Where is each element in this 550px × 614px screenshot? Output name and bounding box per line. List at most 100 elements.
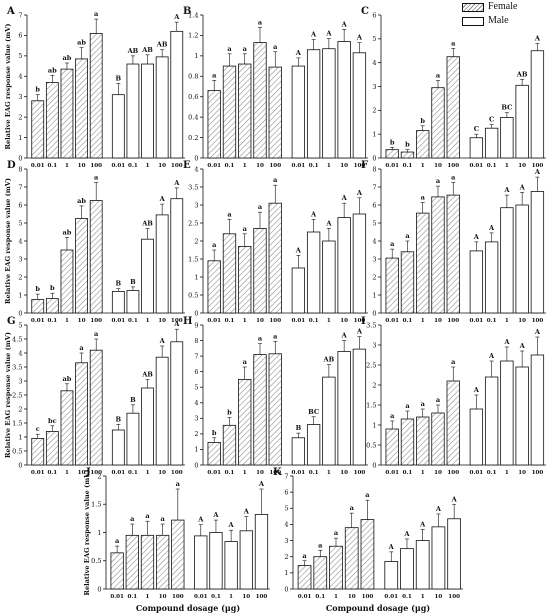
significance-letter: a bbox=[258, 203, 263, 211]
significance-letter: A bbox=[258, 480, 265, 488]
male-bar bbox=[530, 50, 545, 159]
significance-letter: B bbox=[130, 278, 136, 286]
chart-panel-g: G 0 0.5 1 1.5 2 2.5 3 3.5 4 4.5 5 Relative EAG respo… bbox=[4, 316, 185, 476]
male-bar bbox=[170, 341, 184, 466]
x-tick-label: 1 bbox=[65, 163, 69, 169]
y-tick-label: 0 bbox=[372, 309, 376, 317]
female-bar bbox=[89, 349, 103, 466]
x-tick-label: 1 bbox=[421, 470, 425, 476]
female-bar bbox=[60, 68, 74, 159]
significance-letter: a bbox=[350, 504, 355, 512]
y-tick-label: 5 bbox=[194, 384, 198, 392]
x-tick-label: 10 bbox=[78, 470, 86, 476]
significance-letter: a bbox=[318, 541, 323, 549]
male-bar bbox=[515, 366, 529, 466]
significance-letter: A bbox=[341, 20, 348, 28]
x-tick-label: 1 bbox=[243, 163, 247, 169]
x-tick-label: 0.1 bbox=[487, 163, 497, 169]
chart-panel-d: D 0 1 2 3 4 5 6 7 8 Relative EAG response value (m… bbox=[4, 160, 185, 324]
significance-letter: a bbox=[212, 71, 217, 79]
y-tick-label: 0 bbox=[194, 309, 198, 317]
male-bar bbox=[500, 360, 514, 466]
x-tick-label: 10 bbox=[518, 470, 526, 476]
panel-label: C bbox=[361, 6, 369, 17]
y-tick-label: 1.5 bbox=[188, 255, 198, 263]
male-bar bbox=[469, 250, 484, 314]
x-tick-label: 1 bbox=[146, 163, 150, 169]
significance-letter: b bbox=[405, 141, 410, 149]
chart-panel-e: E 0 0.5 1 1.5 2 2.5 3 3.5 4 a 0.01 a 0.1 a 1 a 10 a 100 A 0.0… bbox=[183, 160, 368, 324]
significance-letter: a bbox=[243, 45, 248, 53]
female-bar bbox=[222, 65, 237, 159]
x-tick-label: 1 bbox=[243, 470, 247, 476]
panel-label: A bbox=[6, 6, 15, 17]
y-tick-label: 9 bbox=[194, 321, 198, 329]
x-tick-label: 1 bbox=[327, 318, 331, 324]
y-axis-label: Relative EAG response value (mV) bbox=[4, 332, 12, 458]
significance-letter: AB bbox=[516, 70, 528, 78]
female-bar bbox=[110, 552, 124, 590]
significance-letter: a bbox=[227, 45, 232, 53]
male-bar bbox=[155, 356, 169, 466]
significance-letter: a bbox=[145, 512, 150, 520]
male-bar bbox=[126, 63, 140, 159]
female-bar bbox=[45, 430, 59, 466]
panel-label: K bbox=[273, 467, 282, 478]
female-bar bbox=[60, 249, 74, 314]
x-tick-label: 100 bbox=[362, 594, 374, 600]
y-tick-label: 0 bbox=[18, 309, 22, 317]
y-axis-label: Relative EAG response value (mV) bbox=[83, 469, 91, 595]
male-bar bbox=[170, 30, 184, 159]
legend-item-male: Male bbox=[462, 15, 550, 28]
x-tick-label: 10 bbox=[78, 318, 86, 324]
x-axis-label: Compound dosage (μg) bbox=[136, 603, 240, 613]
y-tick-label: 3 bbox=[284, 537, 288, 545]
x-axis-label: Compound dosage (μg) bbox=[326, 603, 430, 613]
male-bar bbox=[484, 241, 499, 314]
y-tick-label: 0 bbox=[194, 154, 198, 162]
significance-letter: a bbox=[227, 210, 232, 218]
x-tick-label: 1 bbox=[65, 318, 69, 324]
y-tick-label: 3.5 bbox=[12, 363, 22, 371]
x-tick-label: 100 bbox=[447, 318, 459, 324]
y-tick-label: 1.4 bbox=[188, 11, 198, 19]
female-bar bbox=[45, 82, 59, 159]
panel-label: F bbox=[361, 160, 368, 171]
significance-letter: b bbox=[420, 117, 425, 125]
x-tick-label: 100 bbox=[269, 318, 281, 324]
y-tick-label: 8 bbox=[18, 165, 22, 173]
male-bar bbox=[111, 94, 125, 159]
x-tick-label: 0.1 bbox=[225, 318, 235, 324]
x-tick-label: 0.1 bbox=[211, 594, 221, 600]
significance-letter: a bbox=[365, 491, 370, 499]
significance-letter: A bbox=[295, 49, 302, 57]
x-tick-label: 0.01 bbox=[111, 318, 125, 324]
panel-label: E bbox=[183, 160, 191, 171]
x-tick-label: 1 bbox=[146, 318, 150, 324]
x-tick-label: 0.01 bbox=[470, 470, 484, 476]
x-tick-label: 0.01 bbox=[31, 318, 45, 324]
x-tick-label: 0.1 bbox=[487, 470, 497, 476]
significance-letter: a bbox=[258, 335, 263, 343]
panel-label: I bbox=[361, 316, 366, 327]
y-tick-label: 6 bbox=[284, 488, 288, 496]
significance-letter: AB bbox=[156, 41, 168, 49]
female-bar bbox=[385, 428, 399, 466]
x-tick-label: 100 bbox=[171, 163, 183, 169]
x-tick-label: 10 bbox=[340, 318, 348, 324]
significance-letter: a bbox=[421, 400, 426, 408]
y-tick-label: 4 bbox=[372, 237, 376, 245]
significance-letter: a bbox=[421, 193, 426, 201]
x-tick-label: 10 bbox=[435, 594, 443, 600]
significance-letter: A bbox=[403, 530, 410, 538]
x-tick-label: 100 bbox=[172, 594, 184, 600]
significance-letter: A bbox=[212, 511, 219, 519]
female-bar bbox=[431, 87, 445, 159]
significance-letter: A bbox=[519, 342, 526, 350]
x-tick-label: 0.1 bbox=[225, 470, 235, 476]
significance-letter: A bbox=[228, 521, 235, 529]
x-tick-label: 0.1 bbox=[315, 594, 325, 600]
y-tick-label: 3 bbox=[194, 415, 198, 423]
female-bar bbox=[238, 63, 252, 159]
